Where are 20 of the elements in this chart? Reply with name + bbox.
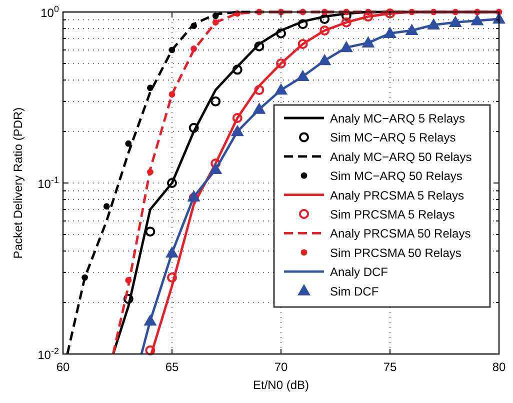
legend-label: Sim MC−ARQ 50 Relays [330,169,462,184]
legend-label: Sim PRCSMA 5 Relays [330,208,455,222]
x-tick-label: 70 [274,360,288,374]
x-tick-label: 80 [492,360,506,374]
legend-label: Analy PRCSMA 50 Relays [330,226,471,241]
y-tick-label: 10$^{0}$ [40,4,59,20]
x-tick-label: 65 [165,360,179,374]
x-tick-label: 75 [383,360,397,374]
y-tick-label: 10$^{-1}$ [38,175,59,191]
legend-label: Analy MC−ARQ 50 Relays [330,150,472,164]
legend-label: Sim MC−ARQ 5 Relays [330,130,456,145]
legend-label: Sim DCF [330,284,379,298]
x-axis-title: Et/N0 (dB) [252,378,310,392]
legend-label: Analy PRCSMA 5 Relays [330,188,464,202]
y-axis-title: Packet Delivery Ratio (PDR) [11,107,25,259]
x-tick-label: 60 [56,360,70,374]
legend-label: Sim PRCSMA 50 Relays [330,246,462,260]
legend-label: Analy DCF [330,265,388,280]
legend-label: Analy MC−ARQ 5 Relays [330,112,466,126]
y-tick-label: 10$^{-2}$ [38,346,59,362]
